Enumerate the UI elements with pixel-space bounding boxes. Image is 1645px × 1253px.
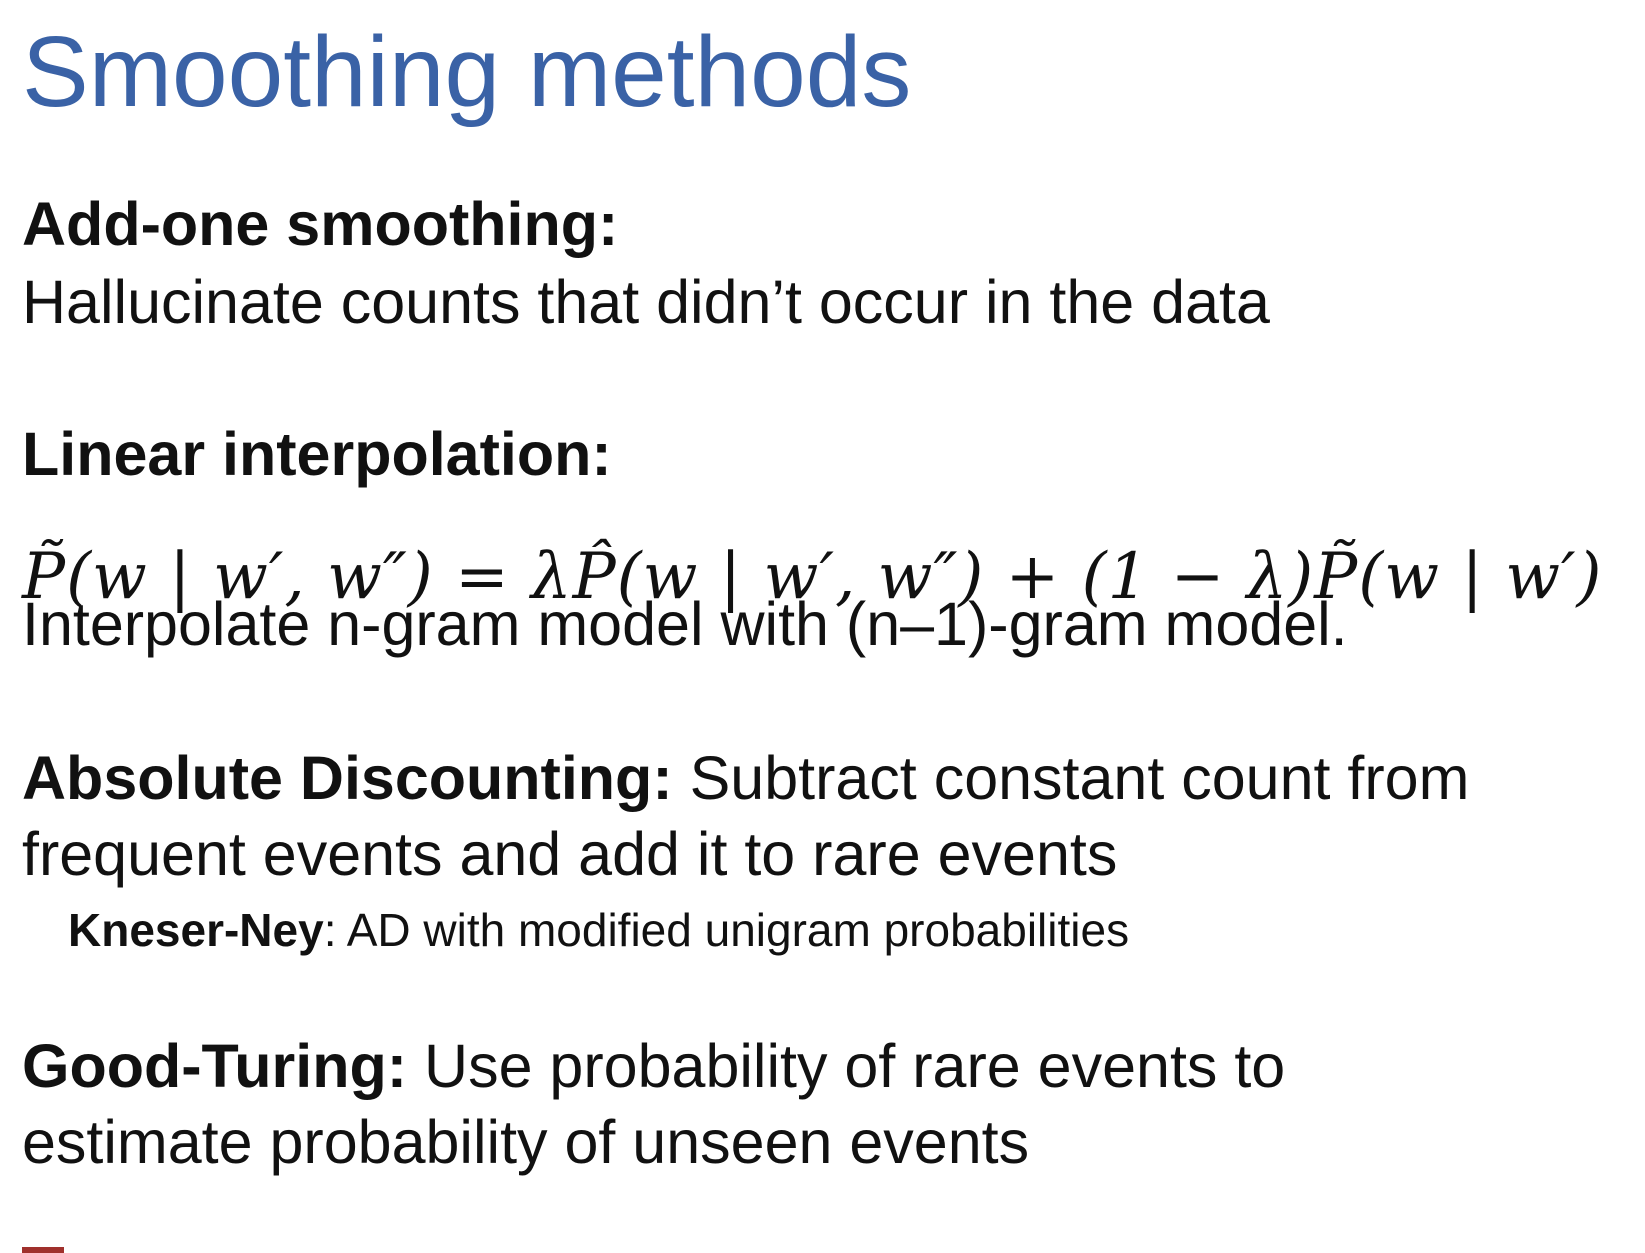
kneser-ney-line: Kneser-Ney: AD with modified unigram pro… bbox=[68, 900, 1129, 960]
add-one-heading: Add-one smoothing: bbox=[22, 190, 619, 258]
interpolation-formula: P̃(w | w′, w″) = λP̂(w | w′, w″) + (1 − … bbox=[22, 540, 1603, 614]
good-turing-text-1: Use probability of rare events to bbox=[407, 1032, 1286, 1100]
kneser-ney-text: : AD with modified unigram probabilities bbox=[323, 904, 1130, 956]
good-turing-heading: Good-Turing: bbox=[22, 1032, 408, 1100]
add-one-text: Hallucinate counts that didn’t occur in … bbox=[22, 268, 1270, 336]
absolute-text-1: Subtract constant count from bbox=[672, 744, 1470, 812]
good-turing-line-1: Good-Turing: Use probability of rare eve… bbox=[22, 1026, 1285, 1106]
kneser-ney-label: Kneser-Ney bbox=[68, 904, 324, 956]
linear-text: Interpolate n-gram model with (n–1)-gram… bbox=[22, 590, 1348, 658]
slide-title: Smoothing methods bbox=[22, 16, 912, 128]
absolute-line-1: Absolute Discounting: Subtract constant … bbox=[22, 738, 1469, 818]
absolute-text-2: frequent events and add it to rare event… bbox=[22, 820, 1118, 888]
bottom-accent-bar bbox=[22, 1247, 64, 1253]
linear-heading: Linear interpolation: bbox=[22, 420, 612, 488]
good-turing-text-2: estimate probability of unseen events bbox=[22, 1108, 1030, 1176]
absolute-heading: Absolute Discounting: bbox=[22, 744, 673, 812]
